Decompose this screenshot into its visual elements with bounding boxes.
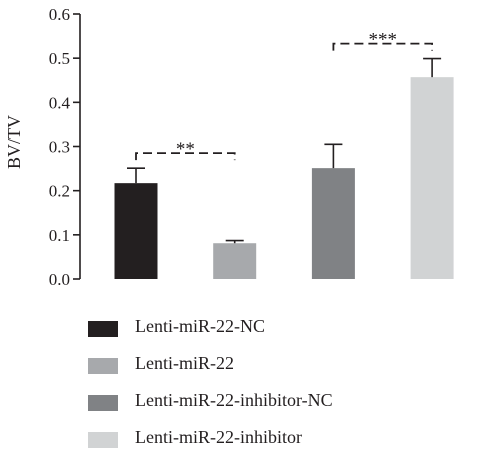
bars [114, 57, 454, 280]
y-tick-label: 0.0 [49, 270, 70, 289]
bar-lenti-mir-22-inhibitor [410, 77, 454, 280]
significance-bracket [135, 152, 236, 161]
significance-annotations: ***** [135, 30, 433, 161]
y-tick-label: 0.6 [49, 5, 70, 24]
y-axis-label: BV/TV [4, 115, 24, 169]
bar-lenti-mir-22 [213, 243, 257, 279]
legend-label: Lenti-miR-22-inhibitor [135, 427, 302, 447]
legend-label: Lenti-miR-22-NC [135, 316, 265, 336]
significance-label: *** [369, 30, 398, 51]
bar-lenti-mir-22-nc [114, 183, 158, 279]
y-axis: 0.0 0.1 0.2 0.3 0.4 0.5 0.6 [49, 5, 81, 289]
y-tick-label: 0.2 [49, 182, 70, 201]
significance-label: ** [176, 139, 195, 160]
bar-chart: BV/TV 0.00.10.20.30.40.50.6 ***** [4, 5, 454, 289]
legend-swatch [88, 395, 118, 411]
legend-label: Lenti-miR-22 [135, 353, 234, 373]
y-tick-label: 0.1 [49, 226, 70, 245]
y-tick-label: 0.5 [49, 49, 70, 68]
legend-swatch [88, 358, 118, 374]
legend-swatch [88, 432, 118, 448]
significance-bracket [332, 42, 433, 51]
bar-lenti-mir-22-inhibitor-nc [311, 168, 355, 279]
legend-label: Lenti-miR-22-inhibitor-NC [135, 390, 333, 410]
legend-swatch [88, 321, 118, 337]
y-tick-label: 0.3 [49, 138, 70, 157]
y-tick-label: 0.4 [49, 93, 71, 112]
